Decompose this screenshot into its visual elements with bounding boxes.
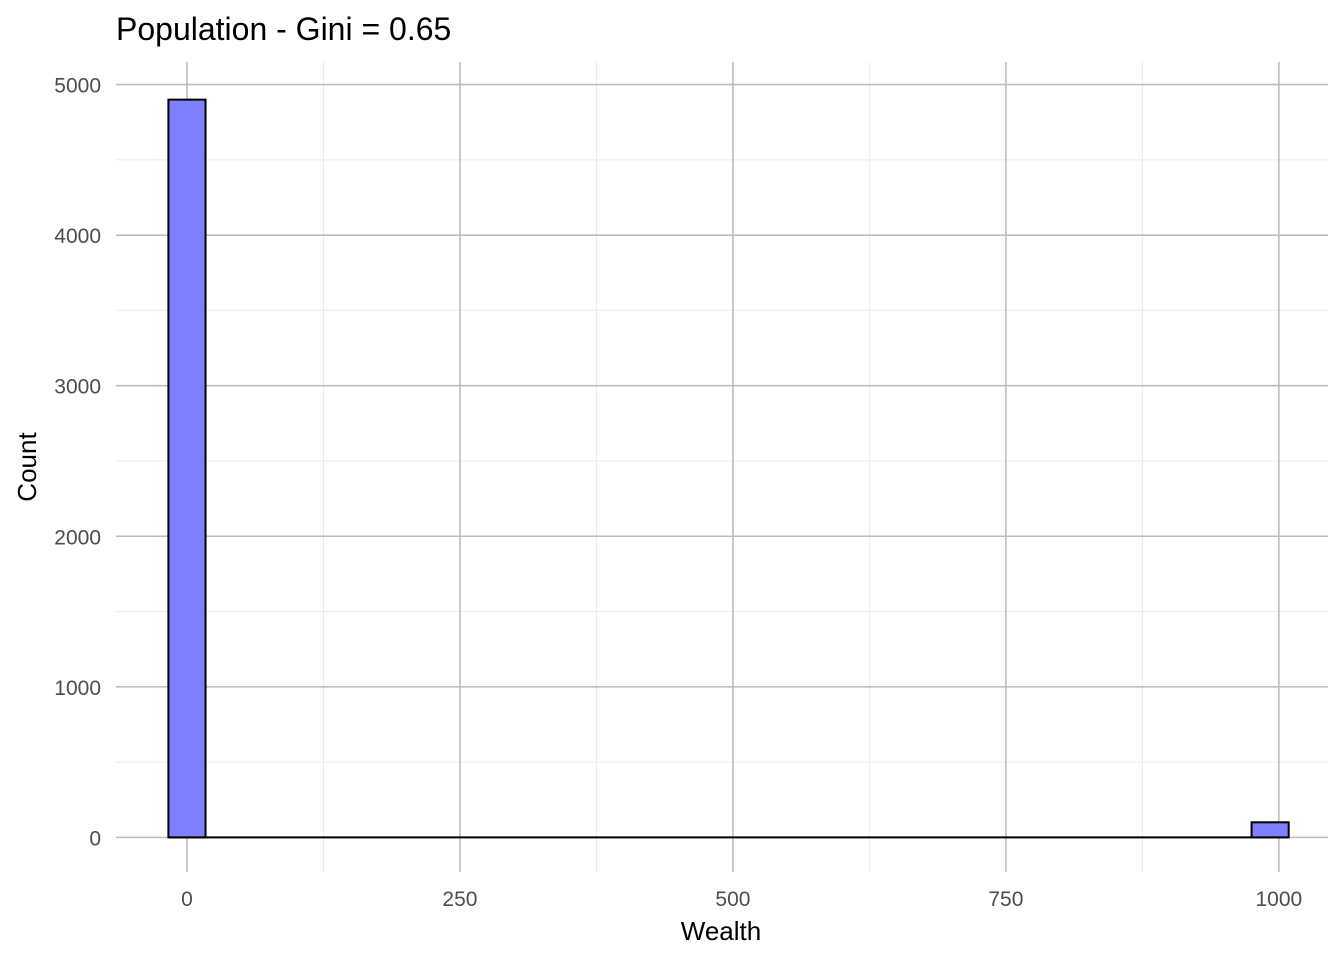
x-tick-label: 750 [988, 888, 1023, 911]
histogram-bar [1250, 821, 1290, 839]
x-tick-label: 1000 [1256, 888, 1303, 911]
x-axis-tick-labels: 0 250 500 750 1000 [181, 888, 1302, 911]
x-axis-title: Wealth [681, 916, 761, 946]
x-tick-label: 0 [181, 888, 193, 911]
y-tick-label: 5000 [54, 75, 101, 98]
histogram-bar [167, 98, 207, 839]
y-axis-title: Count [12, 432, 42, 502]
y-tick-label: 0 [89, 827, 101, 850]
x-tick-label: 250 [442, 888, 477, 911]
y-tick-label: 4000 [54, 225, 101, 248]
histogram-bars [167, 98, 1290, 839]
chart-title: Population - Gini = 0.65 [116, 11, 451, 47]
y-tick-label: 1000 [54, 677, 101, 700]
y-tick-label: 2000 [54, 526, 101, 549]
minor-gridlines [116, 62, 1328, 872]
y-axis-tick-labels: 0 1000 2000 3000 4000 5000 [54, 75, 101, 851]
major-gridlines [116, 62, 1328, 872]
x-tick-label: 500 [715, 888, 750, 911]
y-tick-label: 3000 [54, 376, 101, 399]
